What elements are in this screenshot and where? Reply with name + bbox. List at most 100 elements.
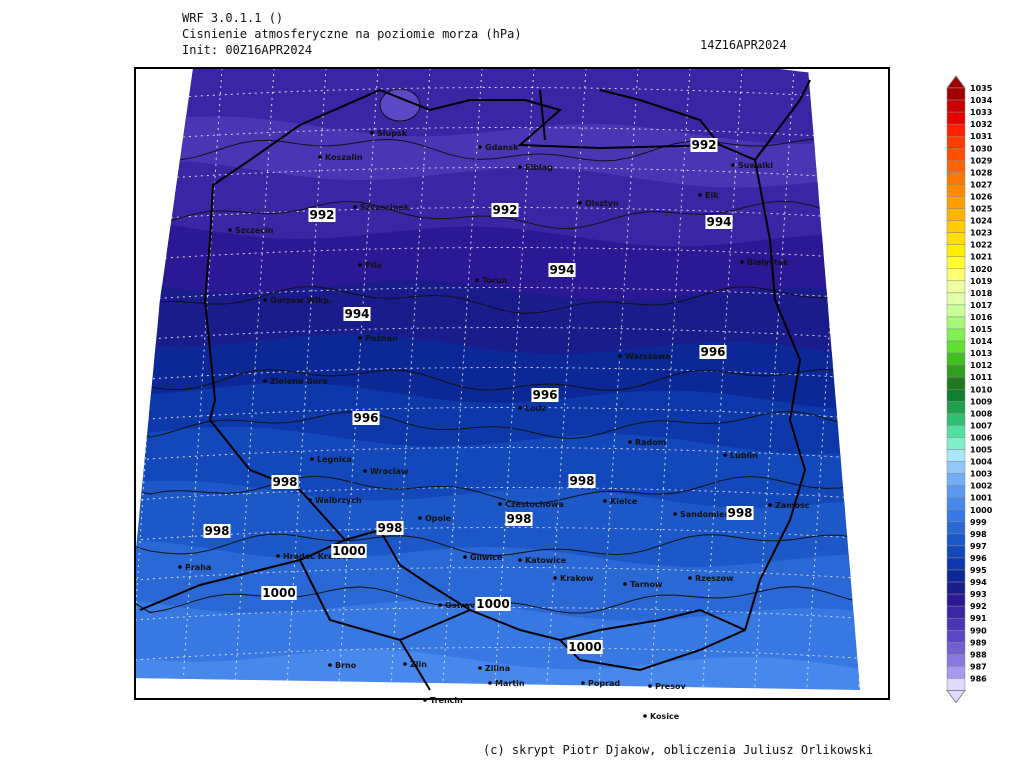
colorbar-label: 995 bbox=[970, 566, 987, 575]
city-label: Szczecinek bbox=[360, 203, 410, 212]
colorbar-swatch bbox=[946, 111, 966, 125]
isobar-labels: 992 992 992 994 994 994 996 996 996 998 998 998 998 9… bbox=[203, 138, 754, 654]
colorbar-swatch bbox=[946, 292, 966, 306]
isobar-label-box bbox=[475, 597, 511, 611]
parallel bbox=[135, 127, 860, 141]
colorbar-label: 1017 bbox=[970, 301, 992, 310]
parallel bbox=[135, 367, 860, 381]
colorbar-label: 992 bbox=[970, 602, 987, 611]
colorbar-swatch bbox=[946, 509, 966, 523]
city-dot bbox=[353, 205, 357, 209]
city-label: Trencin bbox=[430, 696, 463, 705]
isobar-label-box bbox=[261, 586, 297, 600]
parallel bbox=[135, 327, 860, 341]
colorbar-label: 994 bbox=[970, 578, 987, 587]
colorbar-label: 1031 bbox=[970, 132, 993, 141]
colorbar-label: 1004 bbox=[970, 458, 993, 467]
isobar-label-box bbox=[568, 474, 596, 488]
colorbar-label: 1003 bbox=[970, 470, 992, 479]
colorbar-swatch bbox=[946, 401, 966, 414]
colorbar-label: 1023 bbox=[970, 229, 992, 238]
colorbar-swatch bbox=[946, 389, 966, 402]
country-border bbox=[203, 88, 807, 642]
city-dot bbox=[518, 558, 522, 562]
colorbar-label: 1035 bbox=[970, 84, 993, 93]
colorbar-label: 1019 bbox=[970, 277, 993, 286]
city-label: Gorzow Wlkp. bbox=[270, 296, 332, 305]
isobar-label-box bbox=[491, 203, 519, 217]
city-dot bbox=[478, 666, 482, 670]
isobar-label-box bbox=[705, 215, 733, 229]
city-dot bbox=[648, 684, 652, 688]
city-dot bbox=[578, 201, 582, 205]
isobar-label-box bbox=[376, 521, 404, 535]
city-dot bbox=[553, 576, 557, 580]
city-dot bbox=[731, 163, 735, 167]
city-dot bbox=[518, 165, 522, 169]
colorbar-swatch bbox=[946, 593, 966, 607]
city-label: Poprad bbox=[588, 679, 620, 688]
isobar bbox=[135, 286, 860, 314]
colorbar-label: 998 bbox=[970, 530, 987, 539]
isobar-label: 996 bbox=[700, 345, 725, 359]
colorbar-swatch bbox=[946, 352, 966, 366]
isobar bbox=[135, 368, 860, 391]
colorbar-swatch bbox=[946, 545, 966, 559]
colorbar-swatch bbox=[946, 160, 966, 173]
city-dot bbox=[623, 582, 627, 586]
isobar-label-box bbox=[352, 411, 380, 425]
colorbar-swatch bbox=[946, 617, 966, 631]
colorbar-label: 1007 bbox=[970, 421, 992, 430]
city-label: Lodz bbox=[525, 404, 546, 413]
colorbar-swatch bbox=[946, 581, 966, 595]
colorbar-swatch bbox=[946, 413, 966, 426]
city-label: Elblag bbox=[525, 163, 553, 172]
pressure-band bbox=[135, 221, 860, 310]
city-dot bbox=[318, 155, 322, 159]
colorbar-swatch bbox=[946, 316, 966, 330]
isobar bbox=[135, 138, 860, 162]
colorbar-swatch bbox=[946, 268, 966, 282]
isobar-label: 996 bbox=[532, 388, 557, 402]
parallel bbox=[135, 247, 860, 261]
colorbar-swatch bbox=[946, 569, 966, 583]
city-dot bbox=[518, 406, 522, 410]
city-dot bbox=[723, 453, 727, 457]
colorbar-swatch bbox=[946, 521, 966, 535]
city-label: Presov bbox=[655, 682, 686, 691]
colorbar-label: 1002 bbox=[970, 482, 992, 491]
colorbar-label: 1024 bbox=[970, 217, 993, 226]
colorbar-label: 989 bbox=[970, 638, 987, 647]
isobar-label: 992 bbox=[691, 138, 716, 152]
city-label: Zielona Gora bbox=[270, 377, 328, 386]
pressure-band bbox=[135, 116, 860, 195]
city-dot bbox=[328, 663, 332, 667]
colorbar-swatch bbox=[946, 473, 966, 486]
city-label: Martin bbox=[495, 679, 525, 688]
colorbar-label: 990 bbox=[970, 626, 987, 635]
colorbar-swatch bbox=[946, 376, 966, 390]
colorbar-swatch bbox=[946, 196, 966, 209]
colorbar-label: 988 bbox=[970, 650, 987, 659]
isobar-label: 998 bbox=[569, 474, 594, 488]
city-dot bbox=[768, 503, 772, 507]
city-dot bbox=[178, 565, 182, 569]
colorbar-swatch bbox=[946, 461, 966, 474]
colorbar-bottom-arrow bbox=[946, 690, 966, 704]
parallel bbox=[135, 487, 860, 501]
city-label: Slupsk bbox=[377, 129, 408, 138]
pressure-low bbox=[379, 88, 421, 122]
city-label: Torun bbox=[482, 276, 508, 285]
city-dot bbox=[618, 354, 622, 358]
colorbar-label: 996 bbox=[970, 554, 987, 563]
colorbar-swatch bbox=[946, 485, 966, 498]
colorbar-label: 1001 bbox=[970, 494, 993, 503]
colorbar-swatch bbox=[946, 364, 966, 378]
colorbar-swatch bbox=[946, 148, 966, 161]
colorbar-label: 999 bbox=[970, 518, 987, 527]
city-label: Zamosc bbox=[775, 501, 810, 510]
pressure-band bbox=[135, 540, 860, 630]
isobar-label: 994 bbox=[344, 307, 369, 321]
colorbar-swatch bbox=[946, 256, 966, 270]
